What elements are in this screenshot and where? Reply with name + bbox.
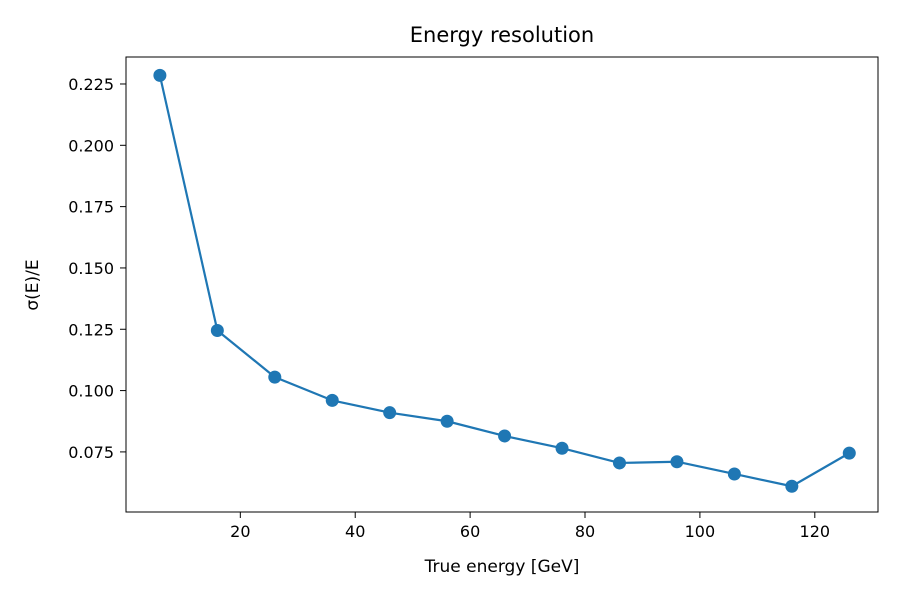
x-tick-label: 20: [230, 522, 250, 541]
y-tick-label: 0.225: [68, 75, 114, 94]
data-point: [842, 446, 856, 460]
data-point: [498, 429, 512, 443]
data-point: [612, 456, 626, 470]
plot-frame: [125, 56, 879, 513]
x-tick-label: 60: [460, 522, 480, 541]
x-tick-label: 40: [345, 522, 365, 541]
y-tick-label: 0.100: [68, 382, 114, 401]
data-point: [383, 406, 397, 420]
data-point: [210, 323, 224, 337]
x-axis-ticks: 20 40 60 80 100 120: [230, 512, 830, 541]
data-point: [785, 479, 799, 493]
y-axis-ticks: 0.075 0.100 0.125 0.150 0.175 0.200 0.225: [68, 75, 126, 462]
y-axis-title: σ(E)/E: [23, 259, 43, 310]
x-tick-label: 100: [685, 522, 716, 541]
y-tick-label: 0.200: [68, 136, 114, 155]
y-tick-label: 0.150: [68, 259, 114, 278]
data-point: [268, 370, 282, 384]
x-axis-title: True energy [GeV]: [424, 557, 580, 577]
y-tick-label: 0.175: [68, 198, 114, 217]
series-layer: [153, 68, 856, 493]
chart-title: Energy resolution: [410, 23, 594, 47]
data-point: [440, 414, 454, 428]
data-point: [153, 68, 167, 82]
y-tick-label: 0.125: [68, 320, 114, 339]
x-tick-label: 80: [575, 522, 595, 541]
data-point: [555, 441, 569, 455]
data-point: [670, 455, 684, 469]
y-tick-label: 0.075: [68, 443, 114, 462]
data-point: [727, 467, 741, 481]
data-point: [325, 393, 339, 407]
x-tick-label: 120: [800, 522, 831, 541]
